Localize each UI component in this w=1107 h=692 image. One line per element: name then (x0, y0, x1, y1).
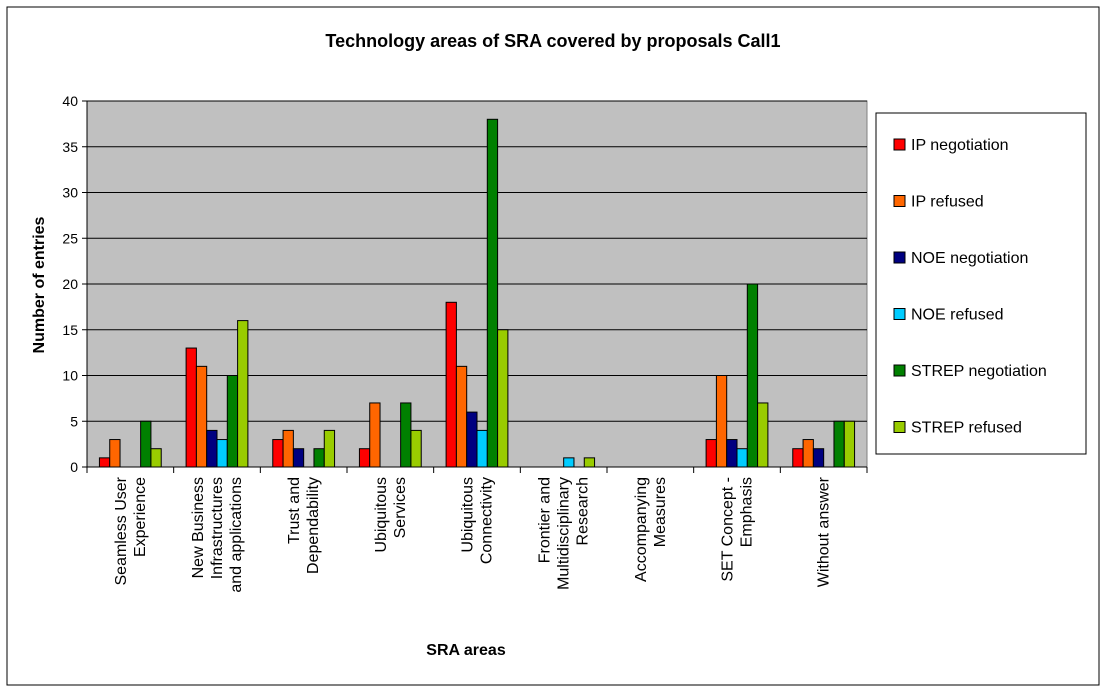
y-axis-title: Number of entries (31, 216, 48, 353)
legend-label: STREP refused (911, 420, 1022, 437)
x-category-label-line: Connectivity (479, 477, 496, 564)
bar-strep-negotiation (313, 448, 325, 468)
legend-swatch (893, 251, 906, 264)
y-tick-label: 0 (70, 459, 78, 475)
legend-swatch (893, 421, 906, 433)
x-category-label-line: Frontier and (537, 477, 554, 563)
x-category-label-line: Seamless User (113, 476, 130, 585)
bar-strep-refused (497, 329, 509, 468)
bar-ip-negotiation (98, 457, 111, 468)
bar-noe-negotiation (292, 448, 305, 468)
x-category-label-line: Emphasis (739, 477, 756, 547)
legend-swatch (893, 364, 906, 377)
bar-noe-negotiation (812, 448, 825, 468)
bar-strep-refused (410, 429, 422, 468)
bar-noe-negotiation (466, 411, 478, 468)
bar-strep-refused (583, 457, 596, 468)
bar-noe-refused (216, 439, 228, 468)
bar-ip-refused (802, 439, 814, 468)
bar-noe-negotiation (726, 439, 738, 468)
x-category-label-line: Accompanying (633, 477, 650, 582)
bar-strep-refused (150, 448, 162, 468)
legend-label: NOE refused (911, 307, 1003, 324)
bar-ip-negotiation (705, 439, 717, 468)
bar-ip-negotiation (792, 448, 804, 468)
x-category-label-line: Ubiquitous (460, 477, 477, 553)
x-category-label-line: Without answer (816, 476, 833, 587)
legend-swatch (893, 195, 906, 207)
y-tick-label: 40 (62, 93, 78, 109)
chart-title: Technology areas of SRA covered by propo… (325, 31, 780, 51)
bar-strep-negotiation (833, 420, 845, 468)
legend-label: NOE negotiation (911, 250, 1028, 267)
x-category-label-line: New Business (190, 477, 207, 578)
x-category-label-line: Research (575, 477, 592, 545)
bar-noe-refused (476, 429, 488, 468)
legend-label: STREP negotiation (911, 363, 1047, 380)
x-category-label-line: SET Concept - (720, 477, 737, 582)
legend-box (875, 112, 1087, 455)
bar-strep-refused (323, 429, 336, 468)
x-category-label-line: Experience (132, 477, 149, 557)
legend-swatch (893, 138, 906, 151)
bar-strep-negotiation (226, 375, 239, 468)
bar-ip-refused (455, 365, 468, 468)
x-axis-title: SRA areas (426, 642, 506, 659)
x-category-label: Seamless User Experience (113, 476, 149, 585)
bar-ip-refused (109, 439, 121, 468)
x-category-label-line: Dependability (305, 477, 322, 574)
y-tick-label: 10 (62, 368, 78, 384)
bar-ip-negotiation (358, 448, 371, 468)
x-category-label-line: Infrastructures (209, 477, 226, 579)
x-category-label-line: and applications (228, 477, 245, 593)
legend: IP negotiation IP refused NOE negotiation N… (875, 112, 1087, 455)
y-tick-label: 35 (62, 139, 78, 155)
bar-ip-negotiation (272, 439, 284, 468)
x-category-label: Accompanying Measures (633, 477, 669, 582)
x-category-label: New Business Infrastructures and applicati… (190, 477, 245, 593)
bar-strep-refused (757, 402, 769, 468)
bar-strep-refused (843, 420, 856, 468)
y-tick-label: 5 (70, 413, 78, 429)
x-category-label: Frontier and Multidisciplinary Research (537, 477, 592, 590)
x-category-label: Trust and Dependability (286, 477, 322, 574)
legend-label: IP negotiation (911, 137, 1009, 154)
bar-ip-refused (369, 402, 381, 468)
y-tick-label: 15 (62, 322, 78, 338)
bar-ip-refused (195, 365, 208, 468)
bar-ip-negotiation (445, 301, 457, 468)
bar-ip-refused (282, 429, 294, 468)
bar-strep-negotiation (486, 118, 499, 468)
legend-label: IP refused (911, 194, 984, 211)
bar-strep-negotiation (400, 402, 412, 468)
x-category-label-line: Measures (652, 477, 669, 547)
x-category-label: Without answer (816, 476, 833, 587)
x-category-label: SET Concept - Emphasis (720, 477, 756, 582)
bar-ip-negotiation (185, 347, 197, 468)
x-category-label-line: Multidisciplinary (556, 477, 573, 590)
legend-swatch (893, 308, 906, 320)
x-category-label-line: Ubiquitous (373, 477, 390, 553)
bar-strep-negotiation (140, 420, 152, 468)
bar-noe-refused (736, 448, 748, 468)
bar-noe-negotiation (206, 429, 218, 468)
x-category-label-line: Trust and (286, 477, 303, 544)
bar-ip-refused (715, 375, 728, 468)
y-tick-label: 25 (62, 230, 78, 246)
x-category-label: Ubiquitous Services (373, 477, 409, 553)
bar-strep-refused (237, 320, 249, 468)
y-tick-label: 20 (62, 276, 78, 292)
x-category-label: Ubiquitous Connectivity (460, 477, 496, 564)
y-tick-label: 30 (62, 185, 78, 201)
x-category-label-line: Services (392, 477, 409, 538)
bar-noe-refused (563, 457, 575, 468)
plot-area: 0 5 10 15 20 25 30 35 40 Seamless User Experience N… (62, 93, 868, 593)
bar-strep-negotiation (746, 283, 759, 468)
